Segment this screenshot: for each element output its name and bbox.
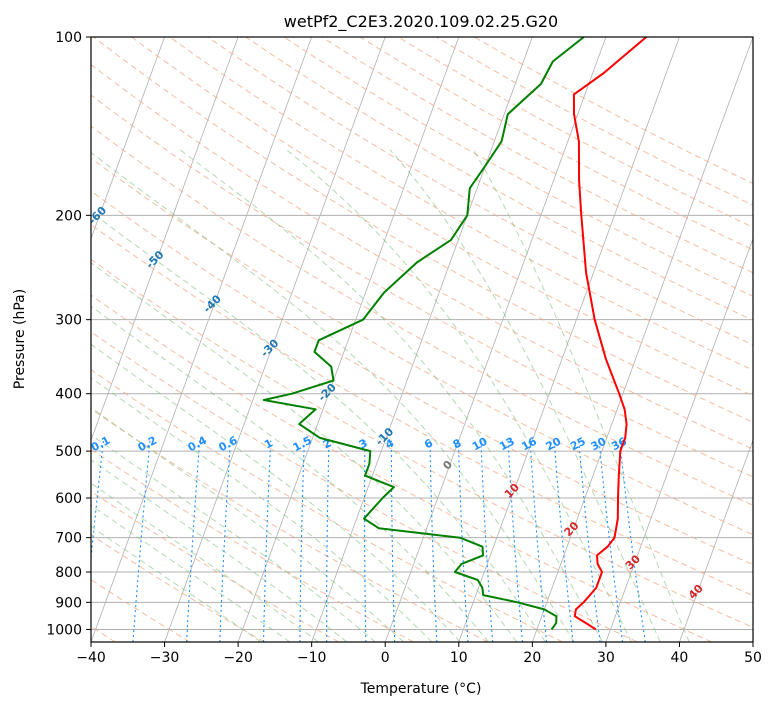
y-tick-label: 700: [55, 531, 82, 547]
moist-adiabat: [286, 149, 632, 642]
dry-adiabat: [91, 125, 753, 506]
isotherm-line: [531, 37, 753, 642]
x-tick-label: −20: [223, 650, 253, 666]
chart-title: wetPf2_C2E3.2020.109.02.25.G20: [284, 12, 558, 32]
mixing-ratio-line: [186, 440, 201, 642]
y-axis-label: Pressure (hPa): [12, 289, 28, 389]
dewpoint-profile-line: [262, 37, 585, 630]
mixing-ratio-line: [429, 440, 438, 642]
temperature-profile-line: [572, 37, 647, 631]
isotherm-line: [91, 37, 165, 240]
moist-adiabat: [91, 407, 404, 642]
isotherm-line: [679, 439, 753, 642]
x-tick-label: −10: [297, 650, 327, 666]
mixing-ratio-line: [299, 440, 305, 642]
x-tick-label: 40: [671, 650, 689, 666]
isotherm-line: [237, 37, 460, 642]
y-tick-label: 200: [55, 208, 82, 224]
moist-adiabat: [91, 343, 461, 642]
x-tick-label: 20: [523, 650, 541, 666]
y-tick-label: 800: [55, 565, 82, 581]
moist-adiabat: [91, 377, 433, 642]
dry-adiabat: [359, 37, 753, 251]
dry-adiabat: [91, 534, 265, 642]
moist-adiabat: [473, 149, 690, 642]
mixing-ratio-line: [578, 440, 601, 642]
x-tick-label: −40: [76, 650, 106, 666]
y-tick-label: 600: [55, 491, 82, 507]
dry-adiabat: [91, 258, 753, 628]
mixing-ratio-line: [132, 440, 151, 642]
isotherm-line: [384, 37, 607, 642]
moist-adiabat: [91, 459, 348, 642]
moist-adiabat: [91, 434, 376, 642]
dry-adiabat: [91, 190, 753, 566]
moist-adiabat: [179, 149, 604, 642]
y-tick-label: 400: [55, 387, 82, 403]
y-tick-label: 900: [55, 595, 82, 611]
mixing-ratio-label: 25: [568, 435, 588, 454]
dry-adiabat: [91, 294, 713, 642]
axes-frame: [90, 36, 754, 643]
y-tick-label: 1000: [46, 622, 82, 638]
mixing-ratio-line: [91, 440, 104, 563]
mixing-ratio-line: [219, 440, 231, 642]
mixing-ratio-label: 30: [589, 435, 609, 454]
x-tick-label: 10: [450, 650, 468, 666]
mixing-ratio-label: 16: [519, 435, 539, 454]
y-tick-label: 300: [55, 313, 82, 329]
mixing-ratio-line: [326, 440, 330, 642]
mixing-ratio-label: 20: [544, 435, 564, 454]
y-tick-label: 500: [55, 444, 82, 460]
dry-adiabat: [321, 37, 753, 274]
mixing-ratio-line: [529, 440, 548, 642]
y-tick-label: 100: [55, 30, 82, 46]
mixing-ratio-line: [262, 440, 272, 642]
plot-area: 0.1 0.2 0.4 0.6 1 1.5 2 3 4 6 8 10 13 16 20 25 30 36-60-5…: [91, 37, 753, 642]
dry-adiabat: [435, 37, 753, 206]
x-tick-label: 30: [597, 650, 615, 666]
x-tick-label: 0: [381, 650, 390, 666]
y-axis: 100 200 300 400 500 600 700 800 900 1000: [46, 30, 91, 638]
isotherm-line: [458, 37, 680, 642]
isotherm-line: [91, 37, 313, 642]
dry-adiabat: [91, 448, 414, 642]
mixing-ratio-line: [619, 440, 646, 642]
isotherm-line: [311, 37, 533, 642]
moist-adiabat: [91, 262, 518, 642]
mixing-ratio-label: 13: [497, 435, 517, 454]
dry-adiabat: [91, 224, 753, 597]
dry-adiabat: [91, 94, 753, 478]
x-axis-label: Temperature (°C): [360, 681, 482, 697]
isotherm-line: [605, 237, 753, 642]
moist-adiabat: [389, 149, 661, 642]
mixing-ratio-line: [364, 440, 367, 642]
mixing-ratio-line: [598, 440, 624, 642]
x-tick-label: −30: [150, 650, 180, 666]
dry-adiabat: [474, 37, 753, 185]
moist-adiabat: [91, 305, 489, 642]
isotherm-line: [164, 37, 386, 642]
dry-adiabat: [397, 37, 753, 228]
x-axis: −40 −30 −20 −10 0 10 20 30 40 50: [76, 642, 762, 666]
dry-adiabat: [91, 64, 753, 450]
mixing-ratio-line: [553, 440, 574, 642]
moist-adiabat: [91, 151, 575, 642]
dry-adiabat: [91, 331, 638, 642]
moist-adiabat: [91, 211, 546, 642]
isotherm-line: [91, 37, 239, 442]
mixing-ratio-label: 10: [470, 435, 490, 454]
x-tick-label: 50: [744, 650, 762, 666]
mixing-ratio-line: [457, 440, 469, 642]
mixing-ratio-line: [507, 440, 524, 642]
mixing-ratio-line: [480, 440, 494, 642]
dry-adiabat: [91, 157, 753, 536]
